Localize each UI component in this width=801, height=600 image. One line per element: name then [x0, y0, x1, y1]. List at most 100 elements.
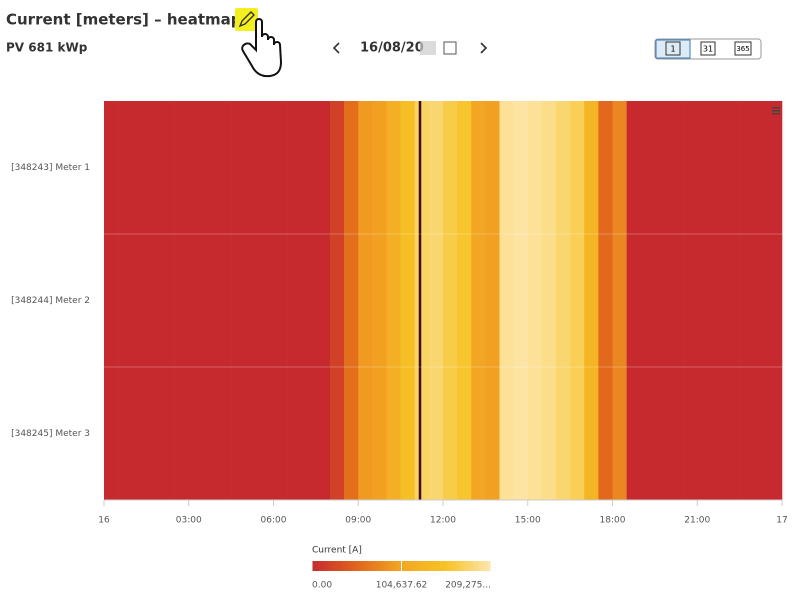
cell	[527, 367, 543, 500]
x-tick-label: 17	[776, 516, 787, 526]
colorbar-segment	[470, 561, 474, 571]
cell	[640, 101, 656, 234]
x-tick-label: 12:00	[430, 516, 456, 526]
cell	[541, 101, 557, 234]
cell	[358, 367, 373, 500]
cell	[217, 367, 232, 500]
cell	[556, 234, 571, 367]
cell	[330, 101, 345, 234]
cell	[457, 367, 472, 500]
cell	[598, 101, 613, 234]
cell	[443, 234, 458, 367]
cell	[358, 101, 373, 234]
cell	[541, 367, 557, 500]
cell	[344, 234, 359, 367]
cell	[683, 234, 698, 367]
cell	[273, 234, 288, 367]
cell	[372, 234, 387, 367]
colorbar-label: 209,275...	[445, 581, 491, 591]
cell	[471, 101, 486, 234]
view-day[interactable]	[655, 39, 691, 59]
cell	[739, 234, 755, 367]
cell	[287, 234, 303, 367]
y-tick-label: [348243] Meter 1	[11, 163, 90, 173]
colorbar-segment	[371, 561, 376, 571]
cell	[231, 367, 246, 500]
cell	[217, 101, 232, 234]
cell	[654, 234, 670, 367]
cell	[485, 367, 500, 500]
x-tick-label: 15:00	[515, 516, 541, 526]
x-tick-label: 03:00	[176, 516, 202, 526]
icon[interactable]	[700, 41, 716, 56]
colorbar-title: Current [A]	[312, 546, 362, 556]
colorbar-segment	[332, 561, 337, 571]
calendar-button[interactable]	[443, 41, 457, 55]
blur	[420, 41, 436, 55]
icon[interactable]	[734, 41, 752, 56]
cell	[570, 367, 585, 500]
cell	[188, 234, 204, 367]
colorbar-segment	[335, 561, 340, 571]
cell	[174, 367, 190, 500]
cell	[598, 367, 613, 500]
cell	[428, 234, 444, 367]
cell	[372, 101, 387, 234]
cell	[739, 367, 755, 500]
cell	[273, 101, 288, 234]
cell	[202, 234, 218, 367]
subtitle: PV 681 kWp	[6, 41, 88, 55]
cell	[315, 367, 331, 500]
colorbar-segment	[338, 561, 343, 571]
hand-cursor	[241, 18, 283, 78]
cell	[231, 101, 246, 234]
colorbar-segment	[449, 561, 453, 571]
plot	[104, 101, 783, 500]
cell	[259, 101, 274, 234]
icon	[665, 41, 681, 56]
menu-icon[interactable]	[772, 107, 780, 115]
colorbar-segment	[437, 561, 441, 571]
colorbar-segment	[317, 561, 322, 571]
date: 16/08/20	[360, 41, 424, 56]
cell	[386, 367, 401, 500]
colorbar-segment	[314, 561, 319, 571]
cell	[344, 101, 359, 234]
cell	[669, 101, 684, 234]
colorbar-segment	[326, 561, 331, 571]
cell	[669, 234, 684, 367]
prev-button[interactable]	[332, 42, 340, 54]
cell	[160, 367, 175, 500]
cell	[725, 367, 740, 500]
x-tick-label: 18:00	[600, 516, 626, 526]
cell	[626, 234, 642, 367]
cell	[683, 101, 698, 234]
cell	[245, 367, 260, 500]
cell	[584, 234, 599, 367]
cell	[640, 367, 656, 500]
cell	[428, 367, 444, 500]
colorbar-segment	[353, 561, 358, 571]
edit-button[interactable]	[235, 8, 258, 31]
colorbar-segment	[359, 561, 364, 571]
cell	[330, 367, 345, 500]
x-tick-label: 16	[98, 516, 110, 526]
x-tick-label: 21:00	[684, 516, 710, 526]
cell	[626, 101, 642, 234]
cell	[400, 234, 416, 367]
cell	[499, 234, 514, 367]
cell	[457, 101, 472, 234]
colorbar-segment	[398, 561, 402, 571]
cell	[202, 367, 218, 500]
cell	[584, 101, 599, 234]
colorbar-segment	[374, 561, 379, 571]
colorbar-segment	[344, 561, 349, 571]
cell	[556, 367, 571, 500]
cell	[118, 234, 133, 367]
colorbar-segment	[485, 561, 489, 571]
colorbar-segment	[410, 561, 414, 571]
next-button[interactable]	[480, 42, 488, 54]
cell	[118, 367, 133, 500]
cell	[287, 101, 303, 234]
colorbar-segment	[386, 561, 390, 571]
